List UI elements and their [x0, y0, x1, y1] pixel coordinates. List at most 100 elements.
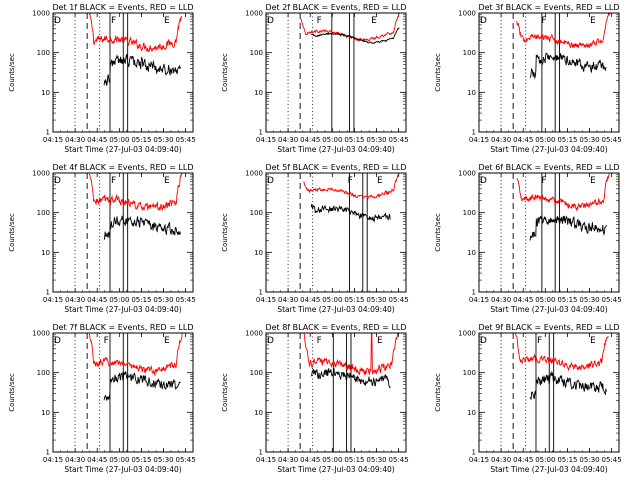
- y-tick-label: 100: [37, 369, 50, 377]
- panel-title: Det 2f BLACK = Events, RED = LLD: [265, 3, 406, 12]
- y-axis-label: Counts/sec: [8, 53, 16, 92]
- x-tick-label: 04:15: [43, 296, 63, 304]
- series-red-lld: [516, 12, 611, 49]
- x-tick-label: 05:15: [557, 456, 577, 464]
- x-axis-label: Start Time (27-Jul-03 04:09:40): [490, 465, 607, 474]
- x-tick-label: 04:30: [491, 296, 511, 304]
- series-red-lld: [303, 174, 400, 200]
- marker-letter-F: F: [537, 336, 542, 346]
- panel-det-5: Det 5f BLACK = Events, RED = LLD Counts/s…: [221, 163, 409, 314]
- series-black-events: [310, 368, 391, 389]
- marker-letter-E: E: [377, 336, 383, 346]
- x-tick-label: 04:30: [278, 456, 298, 464]
- x-tick-label: 04:45: [300, 296, 320, 304]
- marker-letter-F: F: [111, 16, 116, 26]
- marker-letter-D: D: [54, 336, 61, 346]
- x-tick-label: 04:30: [491, 456, 511, 464]
- panel-det-4: Det 4f BLACK = Events, RED = LLD Counts/s…: [8, 163, 196, 314]
- y-tick-label: 1: [46, 449, 50, 457]
- y-tick-label: 1000: [245, 330, 263, 338]
- marker-letter-D: D: [480, 336, 487, 346]
- marker-letter-F: F: [104, 336, 109, 346]
- y-tick-label: 100: [250, 369, 263, 377]
- y-tick-label: 1: [472, 129, 476, 137]
- x-tick-label: 05:15: [344, 296, 364, 304]
- x-tick-label: 04:15: [469, 456, 489, 464]
- marker-letter-E: E: [590, 336, 596, 346]
- marker-letter-E: E: [164, 16, 170, 26]
- panel-det-6: Det 6f BLACK = Events, RED = LLD Counts/s…: [434, 163, 622, 314]
- panel-title: Det 9f BLACK = Events, RED = LLD: [478, 323, 619, 332]
- y-tick-label: 1000: [458, 170, 476, 178]
- y-tick-label: 10: [254, 249, 263, 257]
- marker-letter-F: F: [111, 176, 116, 186]
- series-black-events: [529, 52, 607, 80]
- y-tick-label: 10: [41, 89, 50, 97]
- y-tick-label: 1: [472, 449, 476, 457]
- x-tick-label: 05:15: [557, 136, 577, 144]
- x-tick-label: 05:30: [153, 136, 173, 144]
- series-red-lld: [88, 172, 183, 212]
- x-axis-label: Start Time (27-Jul-03 04:09:40): [277, 305, 394, 314]
- x-axis-label: Start Time (27-Jul-03 04:09:40): [64, 305, 181, 314]
- x-tick-label: 04:15: [256, 456, 276, 464]
- x-tick-label: 04:15: [469, 136, 489, 144]
- panel-frame: [265, 172, 407, 293]
- x-tick-label: 04:30: [491, 136, 511, 144]
- y-tick-label: 1000: [458, 10, 476, 18]
- y-tick-label: 10: [467, 409, 476, 417]
- panel-frame: [265, 332, 407, 453]
- x-tick-label: 04:45: [513, 296, 533, 304]
- x-tick-label: 04:45: [87, 296, 107, 304]
- x-axis-label: Start Time (27-Jul-03 04:09:40): [277, 145, 394, 154]
- y-axis-label: Counts/sec: [8, 213, 16, 252]
- y-tick-label: 10: [41, 249, 50, 257]
- panel-title: Det 5f BLACK = Events, RED = LLD: [265, 163, 406, 172]
- y-tick-label: 1000: [245, 170, 263, 178]
- panel-det-9: Det 9f BLACK = Events, RED = LLD Counts/s…: [434, 323, 622, 474]
- panel-frame: [478, 332, 620, 453]
- x-tick-label: 05:15: [344, 136, 364, 144]
- y-tick-label: 100: [37, 49, 50, 57]
- panel-det-8: Det 8f BLACK = Events, RED = LLD Counts/s…: [221, 323, 409, 474]
- marker-letter-E: E: [164, 176, 170, 186]
- panel-title: Det 6f BLACK = Events, RED = LLD: [478, 163, 619, 172]
- x-tick-label: 04:45: [513, 136, 533, 144]
- panel-frame: [52, 172, 194, 293]
- y-axis-label: Counts/sec: [434, 213, 442, 252]
- x-tick-label: 04:15: [469, 296, 489, 304]
- x-tick-label: 05:00: [535, 456, 555, 464]
- x-tick-label: 05:30: [366, 296, 386, 304]
- y-tick-label: 1: [259, 449, 263, 457]
- x-tick-label: 04:45: [87, 136, 107, 144]
- panel-det-7: Det 7f BLACK = Events, RED = LLD Counts/s…: [8, 323, 196, 474]
- x-axis-label: Start Time (27-Jul-03 04:09:40): [490, 145, 607, 154]
- marker-letter-E: E: [371, 16, 377, 26]
- x-tick-label: 05:45: [602, 296, 622, 304]
- x-tick-label: 04:30: [65, 296, 85, 304]
- y-axis-label: Counts/sec: [8, 373, 16, 412]
- marker-letter-D: D: [480, 16, 487, 26]
- panel-title: Det 7f BLACK = Events, RED = LLD: [52, 323, 193, 332]
- x-tick-label: 05:30: [579, 136, 599, 144]
- marker-letter-D: D: [54, 16, 61, 26]
- y-tick-label: 100: [250, 49, 263, 57]
- panel-title: Det 3f BLACK = Events, RED = LLD: [478, 3, 619, 12]
- y-tick-label: 100: [463, 209, 476, 217]
- series-black-events: [529, 370, 607, 400]
- x-tick-label: 05:45: [602, 456, 622, 464]
- y-tick-label: 1: [472, 289, 476, 297]
- marker-letter-F: F: [317, 16, 322, 26]
- marker-letter-D: D: [267, 336, 274, 346]
- x-tick-label: 05:15: [131, 296, 151, 304]
- x-axis-label: Start Time (27-Jul-03 04:09:40): [64, 145, 181, 154]
- x-tick-label: 04:45: [87, 456, 107, 464]
- x-tick-label: 04:15: [43, 136, 63, 144]
- panel-title: Det 8f BLACK = Events, RED = LLD: [265, 323, 406, 332]
- y-tick-label: 1: [259, 129, 263, 137]
- series-black-events: [311, 27, 400, 44]
- x-tick-label: 04:45: [300, 136, 320, 144]
- series-red-lld: [303, 332, 399, 376]
- series-red-lld: [300, 12, 400, 43]
- y-tick-label: 10: [467, 249, 476, 257]
